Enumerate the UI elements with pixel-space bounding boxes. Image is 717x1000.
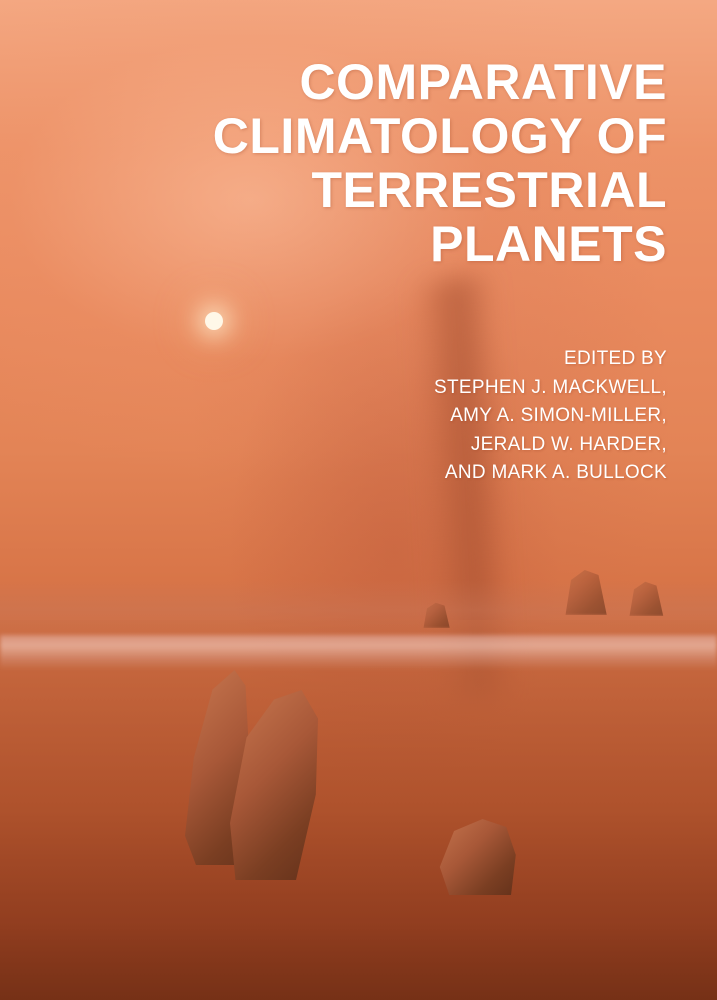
title-line-4: PLANETS <box>213 217 667 271</box>
editors-block: EDITED BY STEPHEN J. MACKWELL, AMY A. SI… <box>434 345 667 488</box>
title-line-1: COMPARATIVE <box>213 55 667 109</box>
ice-water-band <box>0 635 717 670</box>
sun <box>205 312 223 330</box>
editor-4: AND MARK A. BULLOCK <box>434 459 667 488</box>
editor-3: JERALD W. HARDER, <box>434 431 667 460</box>
title-line-3: TERRESTRIAL <box>213 163 667 217</box>
ground-plane <box>0 620 717 1000</box>
editor-2: AMY A. SIMON-MILLER, <box>434 402 667 431</box>
title-line-2: CLIMATOLOGY OF <box>213 109 667 163</box>
book-title: COMPARATIVE CLIMATOLOGY OF TERRESTRIAL P… <box>213 55 667 271</box>
editor-1: STEPHEN J. MACKWELL, <box>434 374 667 403</box>
book-cover: COMPARATIVE CLIMATOLOGY OF TERRESTRIAL P… <box>0 0 717 1000</box>
edited-by-label: EDITED BY <box>434 345 667 374</box>
